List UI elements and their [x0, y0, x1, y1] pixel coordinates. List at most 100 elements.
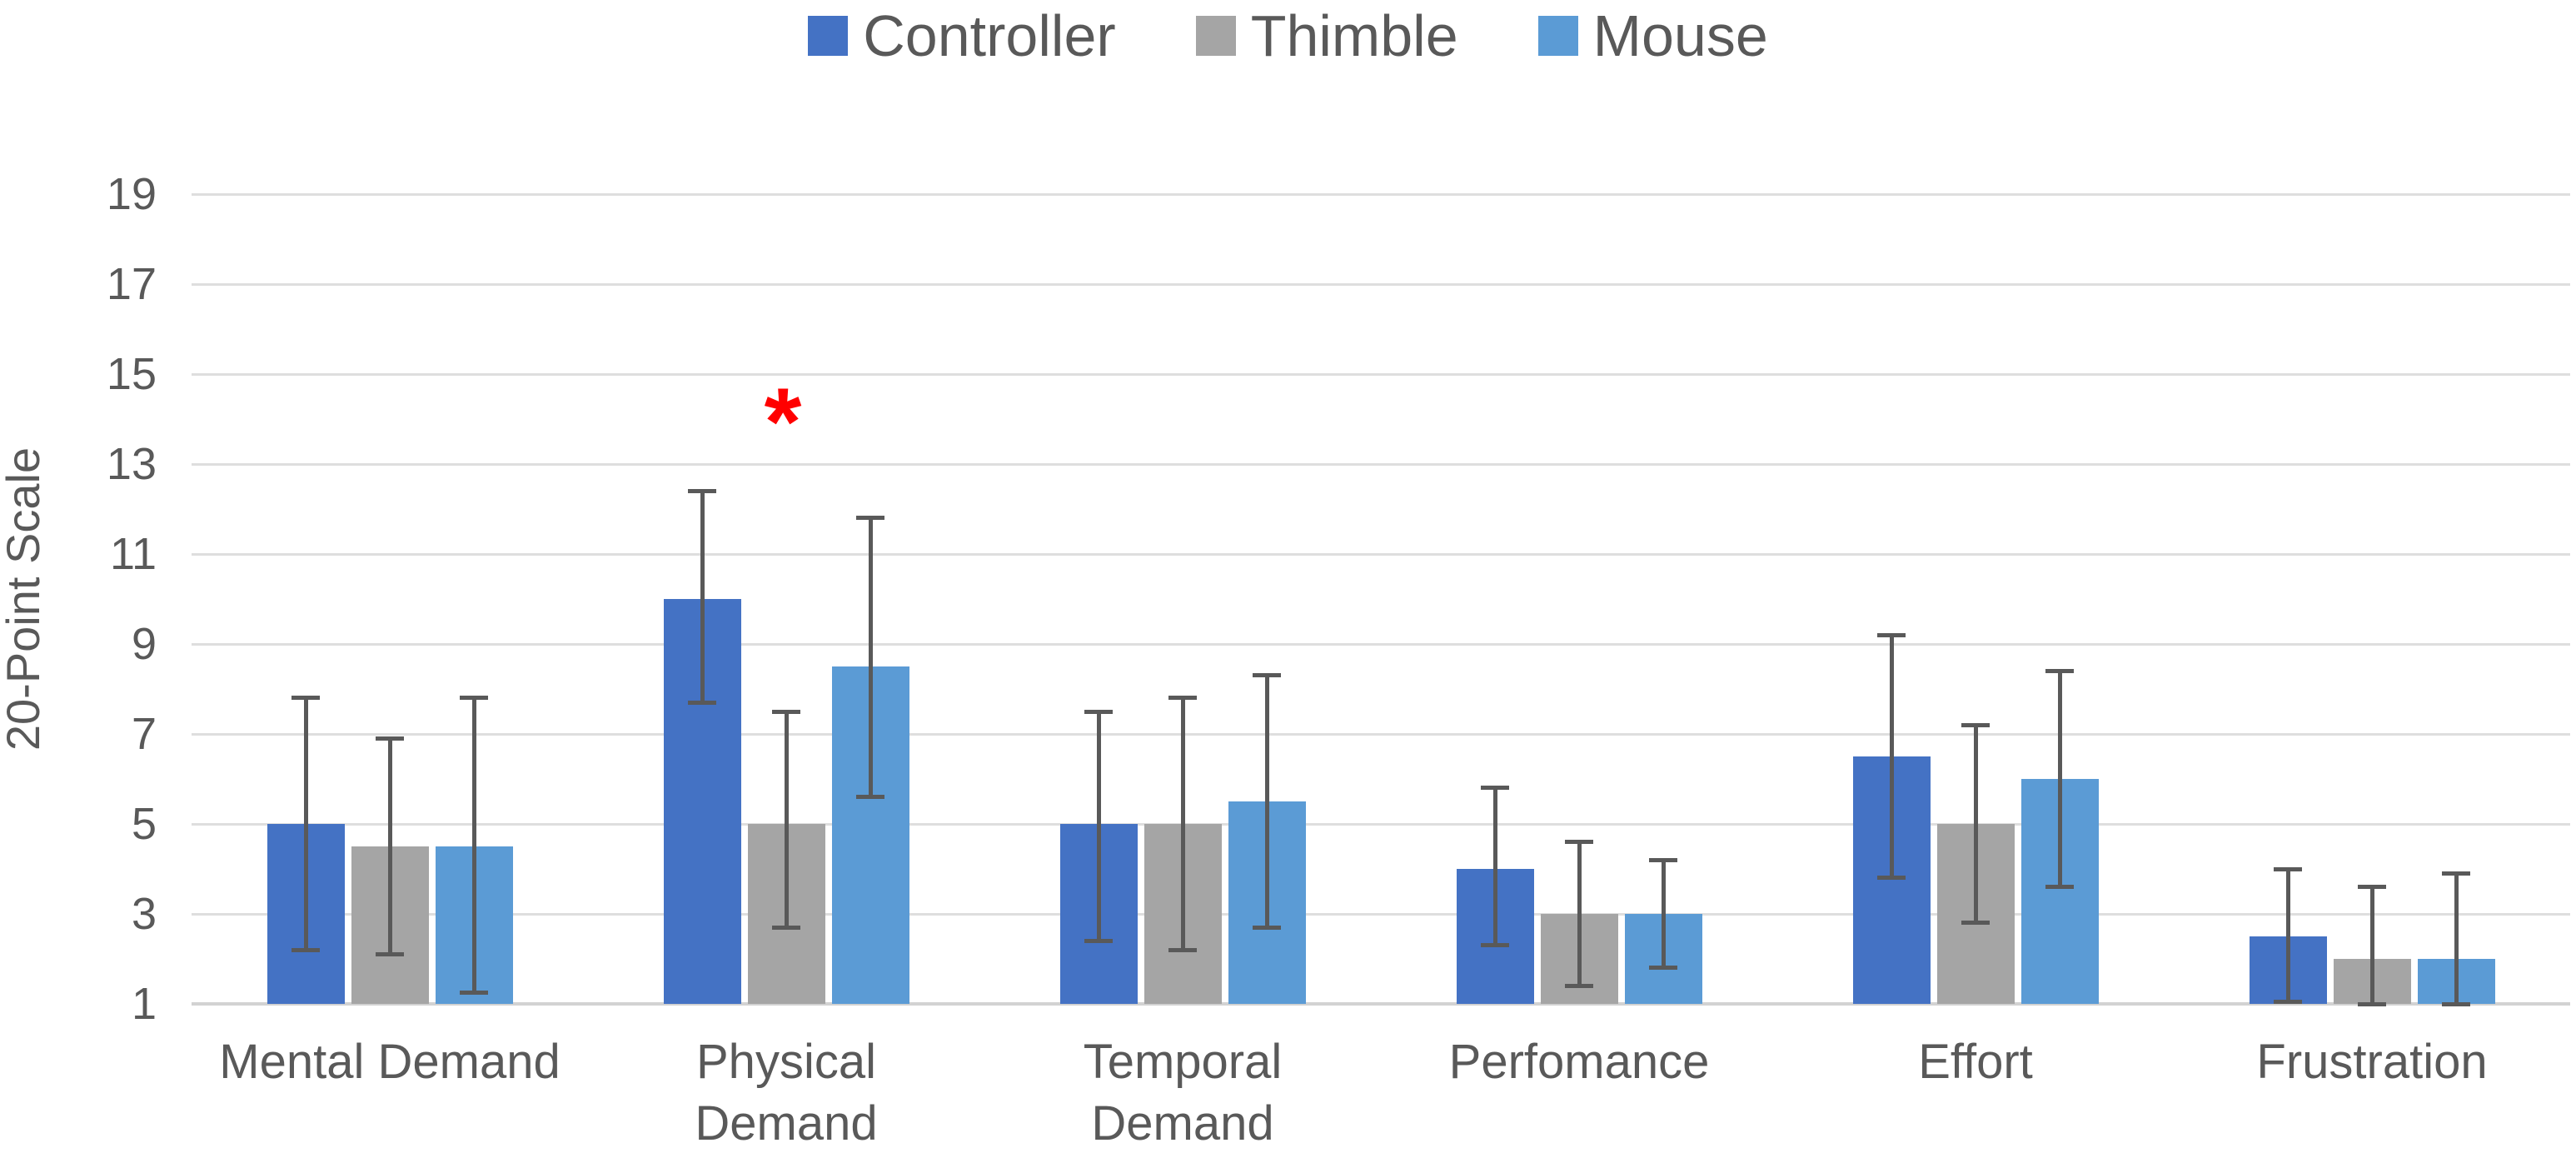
legend-swatch-mouse: [1537, 16, 1578, 56]
gridline: [192, 733, 2570, 736]
error-bar-line: [784, 711, 789, 928]
category-label-1: Physical Demand: [588, 1031, 984, 1155]
error-bar-cap: [460, 696, 488, 701]
error-bar-cap: [1168, 696, 1197, 701]
y-tick-label: 15: [106, 349, 157, 399]
error-bar-line: [868, 517, 873, 797]
error-bar-cap: [2358, 885, 2386, 890]
error-bar-cap: [1565, 840, 1593, 845]
error-bar-cap: [1961, 921, 1990, 926]
error-bar-cap: [2045, 668, 2074, 673]
category-label-5: Frustration: [2174, 1031, 2570, 1093]
gridline: [192, 823, 2570, 826]
y-tick-label: 13: [106, 439, 157, 489]
error-bar-cap: [1877, 632, 1906, 637]
error-bar-line: [2057, 671, 2062, 887]
gridline: [192, 193, 2570, 196]
error-bar-line: [2454, 873, 2459, 1004]
category-label-line: Temporal: [1083, 1035, 1283, 1089]
error-bar-line: [1492, 787, 1497, 946]
legend: Controller Thimble Mouse: [0, 7, 2576, 65]
gridline: [192, 283, 2570, 286]
error-bar-cap: [1084, 938, 1113, 943]
legend-item-mouse: Mouse: [1537, 3, 1768, 68]
error-bar-cap: [772, 709, 800, 714]
error-bar-cap: [2442, 1001, 2470, 1006]
gridline: [192, 553, 2570, 556]
error-bar-cap: [688, 700, 716, 705]
category-label-line: Effort: [1918, 1035, 2033, 1089]
y-tick-label: 1: [131, 979, 157, 1029]
error-bar-line: [1096, 711, 1101, 941]
legend-label-mouse: Mouse: [1592, 3, 1768, 68]
gridline: [192, 913, 2570, 916]
category-label-line: Mental Demand: [219, 1035, 561, 1089]
gridline: [192, 463, 2570, 466]
error-bar-cap: [2045, 885, 2074, 890]
error-bar-cap: [460, 991, 488, 995]
error-bar-cap: [688, 488, 716, 493]
error-bar-cap: [2274, 999, 2302, 1004]
error-bar-cap: [376, 736, 404, 741]
error-bar-line: [700, 491, 705, 703]
category-label-line: Physical: [696, 1035, 876, 1089]
error-bar-line: [1577, 841, 1582, 986]
error-bar-line: [1661, 860, 1666, 968]
legend-swatch-thimble: [1195, 16, 1236, 56]
error-bar-line: [2285, 869, 2290, 1002]
category-label-2: Temporal Demand: [984, 1031, 1381, 1155]
y-tick-label: 17: [106, 259, 157, 309]
y-axis-title: 20-Point Scale: [0, 447, 49, 751]
error-bar-cap: [2274, 866, 2302, 871]
error-bar-cap: [856, 516, 884, 521]
category-label-0: Mental Demand: [192, 1031, 588, 1093]
error-bar-cap: [1649, 857, 1677, 862]
error-bar-cap: [1253, 673, 1281, 678]
error-bar-line: [1180, 697, 1185, 951]
error-bar-cap: [772, 925, 800, 930]
error-bar-cap: [1481, 786, 1509, 791]
y-tick-label: 7: [131, 709, 157, 759]
error-bar-cap: [291, 947, 320, 952]
category-label-line: Frustration: [2256, 1035, 2488, 1089]
error-bar-line: [1264, 675, 1269, 928]
y-tick-label: 5: [131, 799, 157, 849]
category-label-line: Demand: [1091, 1096, 1274, 1151]
y-tick-label: 9: [131, 619, 157, 669]
category-label-4: Effort: [1777, 1031, 2174, 1093]
error-bar-cap: [291, 696, 320, 701]
error-bar-cap: [1253, 925, 1281, 930]
category-label-line: Perfomance: [1448, 1035, 1710, 1089]
error-bar-line: [303, 697, 308, 951]
gridline: [192, 373, 2570, 376]
error-bar-line: [1889, 635, 1894, 878]
significance-asterisk: *: [764, 368, 802, 476]
error-bar-line: [1973, 725, 1978, 923]
y-tick-label: 19: [106, 169, 157, 219]
y-tick-label: 11: [109, 529, 157, 579]
error-bar-cap: [1168, 947, 1197, 952]
x-axis-line: [192, 1002, 2570, 1006]
error-bar-cap: [1084, 709, 1113, 714]
error-bar-cap: [2442, 871, 2470, 876]
y-tick-label: 3: [131, 889, 157, 939]
error-bar-cap: [1481, 943, 1509, 948]
error-bar-line: [2369, 886, 2374, 1004]
error-bar-cap: [1877, 876, 1906, 881]
error-bar-line: [387, 738, 392, 955]
gridline: [192, 643, 2570, 646]
legend-label-controller: Controller: [863, 3, 1116, 68]
legend-swatch-controller: [808, 16, 849, 56]
error-bar-cap: [1565, 983, 1593, 988]
error-bar-cap: [1649, 966, 1677, 971]
error-bar-line: [471, 697, 476, 993]
error-bar-cap: [376, 952, 404, 957]
error-bar-cap: [856, 795, 884, 800]
category-label-line: Demand: [695, 1096, 878, 1151]
legend-label-thimble: Thimble: [1250, 3, 1458, 68]
legend-item-controller: Controller: [808, 3, 1116, 68]
error-bar-cap: [2358, 1001, 2386, 1006]
error-bar-cap: [1961, 722, 1990, 727]
category-label-3: Perfomance: [1381, 1031, 1777, 1093]
